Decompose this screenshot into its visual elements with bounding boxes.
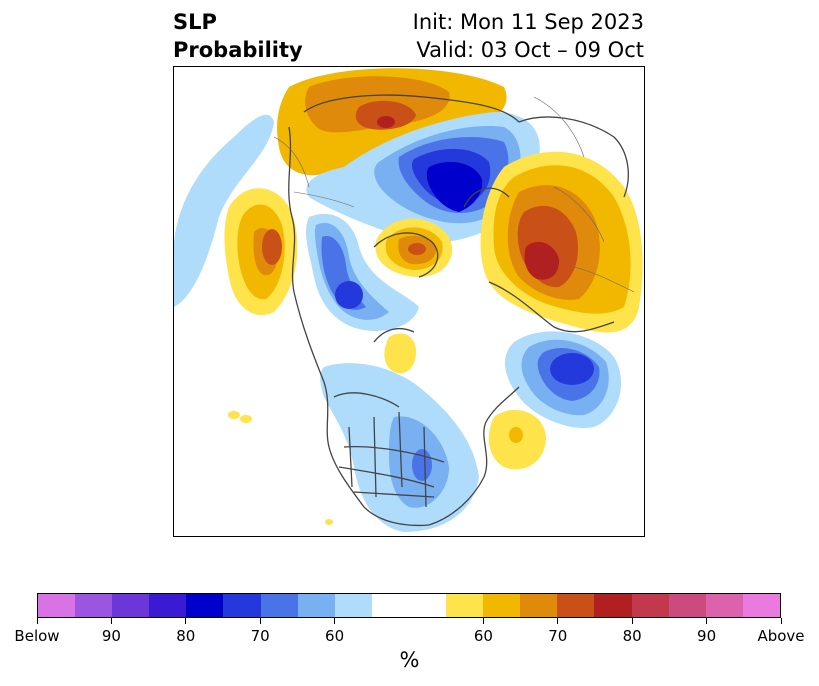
colorbar-tick-label: 80	[176, 627, 196, 645]
anomaly-pacific-halo	[174, 114, 274, 308]
title-variable: SLP	[173, 10, 217, 34]
anomaly-siberia-high	[277, 68, 507, 176]
anomaly-atlantic-low	[504, 331, 622, 428]
colorbar-swatch	[520, 594, 558, 617]
colorbar-tick-label: Below	[14, 627, 60, 645]
colorbar-tick	[780, 618, 782, 624]
colorbar-swatch	[483, 594, 521, 617]
colorbar-tick-label: 70	[548, 627, 568, 645]
colorbar-swatch	[223, 594, 261, 617]
map-canvas	[174, 68, 643, 532]
colorbar-swatch	[75, 594, 113, 617]
anomaly-west-pacific-high	[224, 188, 298, 316]
colorbar-label: %	[399, 648, 420, 672]
init-date: Init: Mon 11 Sep 2023	[412, 10, 644, 34]
colorbar-swatch	[631, 594, 669, 617]
anomaly-atlantic-high	[488, 409, 546, 470]
anomaly-eurasia-high	[480, 151, 643, 333]
anomaly-pacific-small-high	[228, 411, 333, 525]
anomaly-hudson-high	[384, 333, 416, 374]
colorbar-swatch	[260, 594, 298, 617]
colorbar-swatch	[371, 594, 409, 617]
colorbar-tick-label: Above	[757, 627, 805, 645]
anomaly-north-pacific-low	[306, 213, 419, 331]
anomaly-arctic-low	[306, 112, 540, 243]
coastlines	[288, 94, 629, 527]
colorbar-tick	[482, 618, 484, 624]
colorbar-swatch	[297, 594, 335, 617]
colorbar-tick	[631, 618, 633, 624]
colorbar-tick-label: 60	[325, 627, 345, 645]
colorbar-tick	[185, 618, 187, 624]
colorbar	[37, 593, 781, 618]
colorbar-tick-label: 90	[697, 627, 717, 645]
colorbar-tick	[36, 618, 38, 624]
colorbar-swatch	[446, 594, 484, 617]
valid-range: Valid: 03 Oct – 09 Oct	[416, 38, 644, 62]
colorbar-tick	[706, 618, 708, 624]
colorbar-swatch	[186, 594, 224, 617]
probability-map	[173, 66, 645, 537]
title-product: Probability	[173, 38, 303, 62]
colorbar-tick	[334, 618, 336, 624]
colorbar-swatch	[705, 594, 743, 617]
colorbar-swatch	[149, 594, 187, 617]
colorbar-swatch	[112, 594, 150, 617]
colorbar-swatch	[594, 594, 632, 617]
colorbar-tick-label: 70	[250, 627, 270, 645]
colorbar-swatch	[557, 594, 595, 617]
colorbar-tick	[557, 618, 559, 624]
colorbar-tick-label: 80	[622, 627, 642, 645]
anomaly-scandinavia-high	[375, 218, 453, 277]
title-right: Init: Mon 11 Sep 2023 Valid: 03 Oct – 09…	[413, 8, 644, 64]
colorbar-swatch	[38, 594, 76, 617]
colorbar-swatch	[742, 594, 780, 617]
colorbar-tick	[110, 618, 112, 624]
colorbar-tick-label: 60	[473, 627, 493, 645]
colorbar-swatch	[408, 594, 447, 617]
title-left: SLP Probability	[173, 8, 303, 64]
grid-borders	[273, 96, 635, 293]
colorbar-swatch	[668, 594, 706, 617]
colorbar-tick	[259, 618, 261, 624]
colorbar-tick-label: 90	[101, 627, 121, 645]
colorbar-swatch	[334, 594, 372, 617]
